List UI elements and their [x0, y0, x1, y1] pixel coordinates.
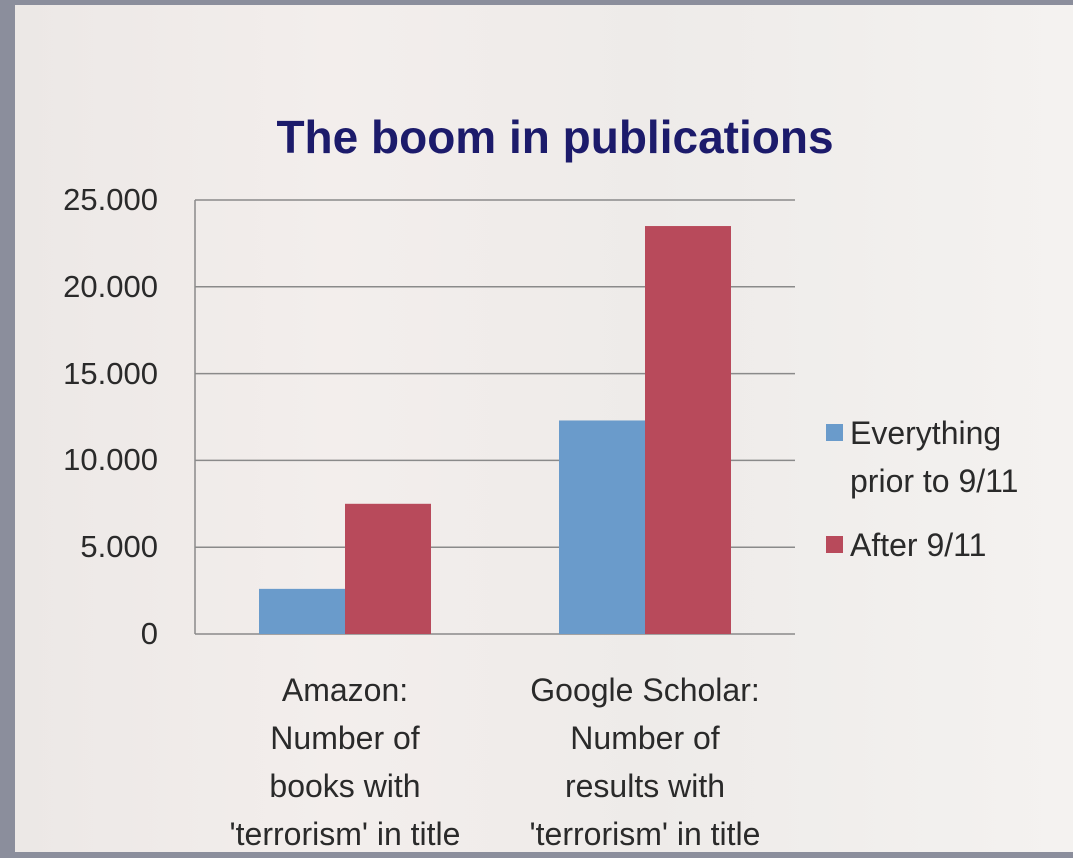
- chart-title: The boom in publications: [276, 111, 834, 163]
- y-tick-label: 15.000: [63, 355, 158, 391]
- slide: [15, 5, 1073, 852]
- y-tick-label: 25.000: [63, 182, 158, 217]
- y-tick-label: 20.000: [63, 268, 158, 304]
- bar: [559, 420, 645, 634]
- legend-label: Everything prior to 9/11: [850, 415, 1019, 499]
- legend-swatch: [826, 536, 843, 553]
- bar: [259, 588, 345, 634]
- y-tick-label: 5.000: [80, 529, 158, 565]
- legend-swatch: [826, 424, 843, 441]
- x-tick-label: Amazon: Number of books with 'terrorism'…: [229, 672, 461, 852]
- y-tick-label: 0: [140, 616, 158, 651]
- bar: [345, 503, 431, 634]
- x-tick-label: Google Scholar: Number of results with '…: [529, 672, 761, 852]
- bar: [645, 226, 731, 635]
- legend-label: After 9/11: [850, 527, 987, 563]
- y-tick-label: 10.000: [63, 442, 158, 478]
